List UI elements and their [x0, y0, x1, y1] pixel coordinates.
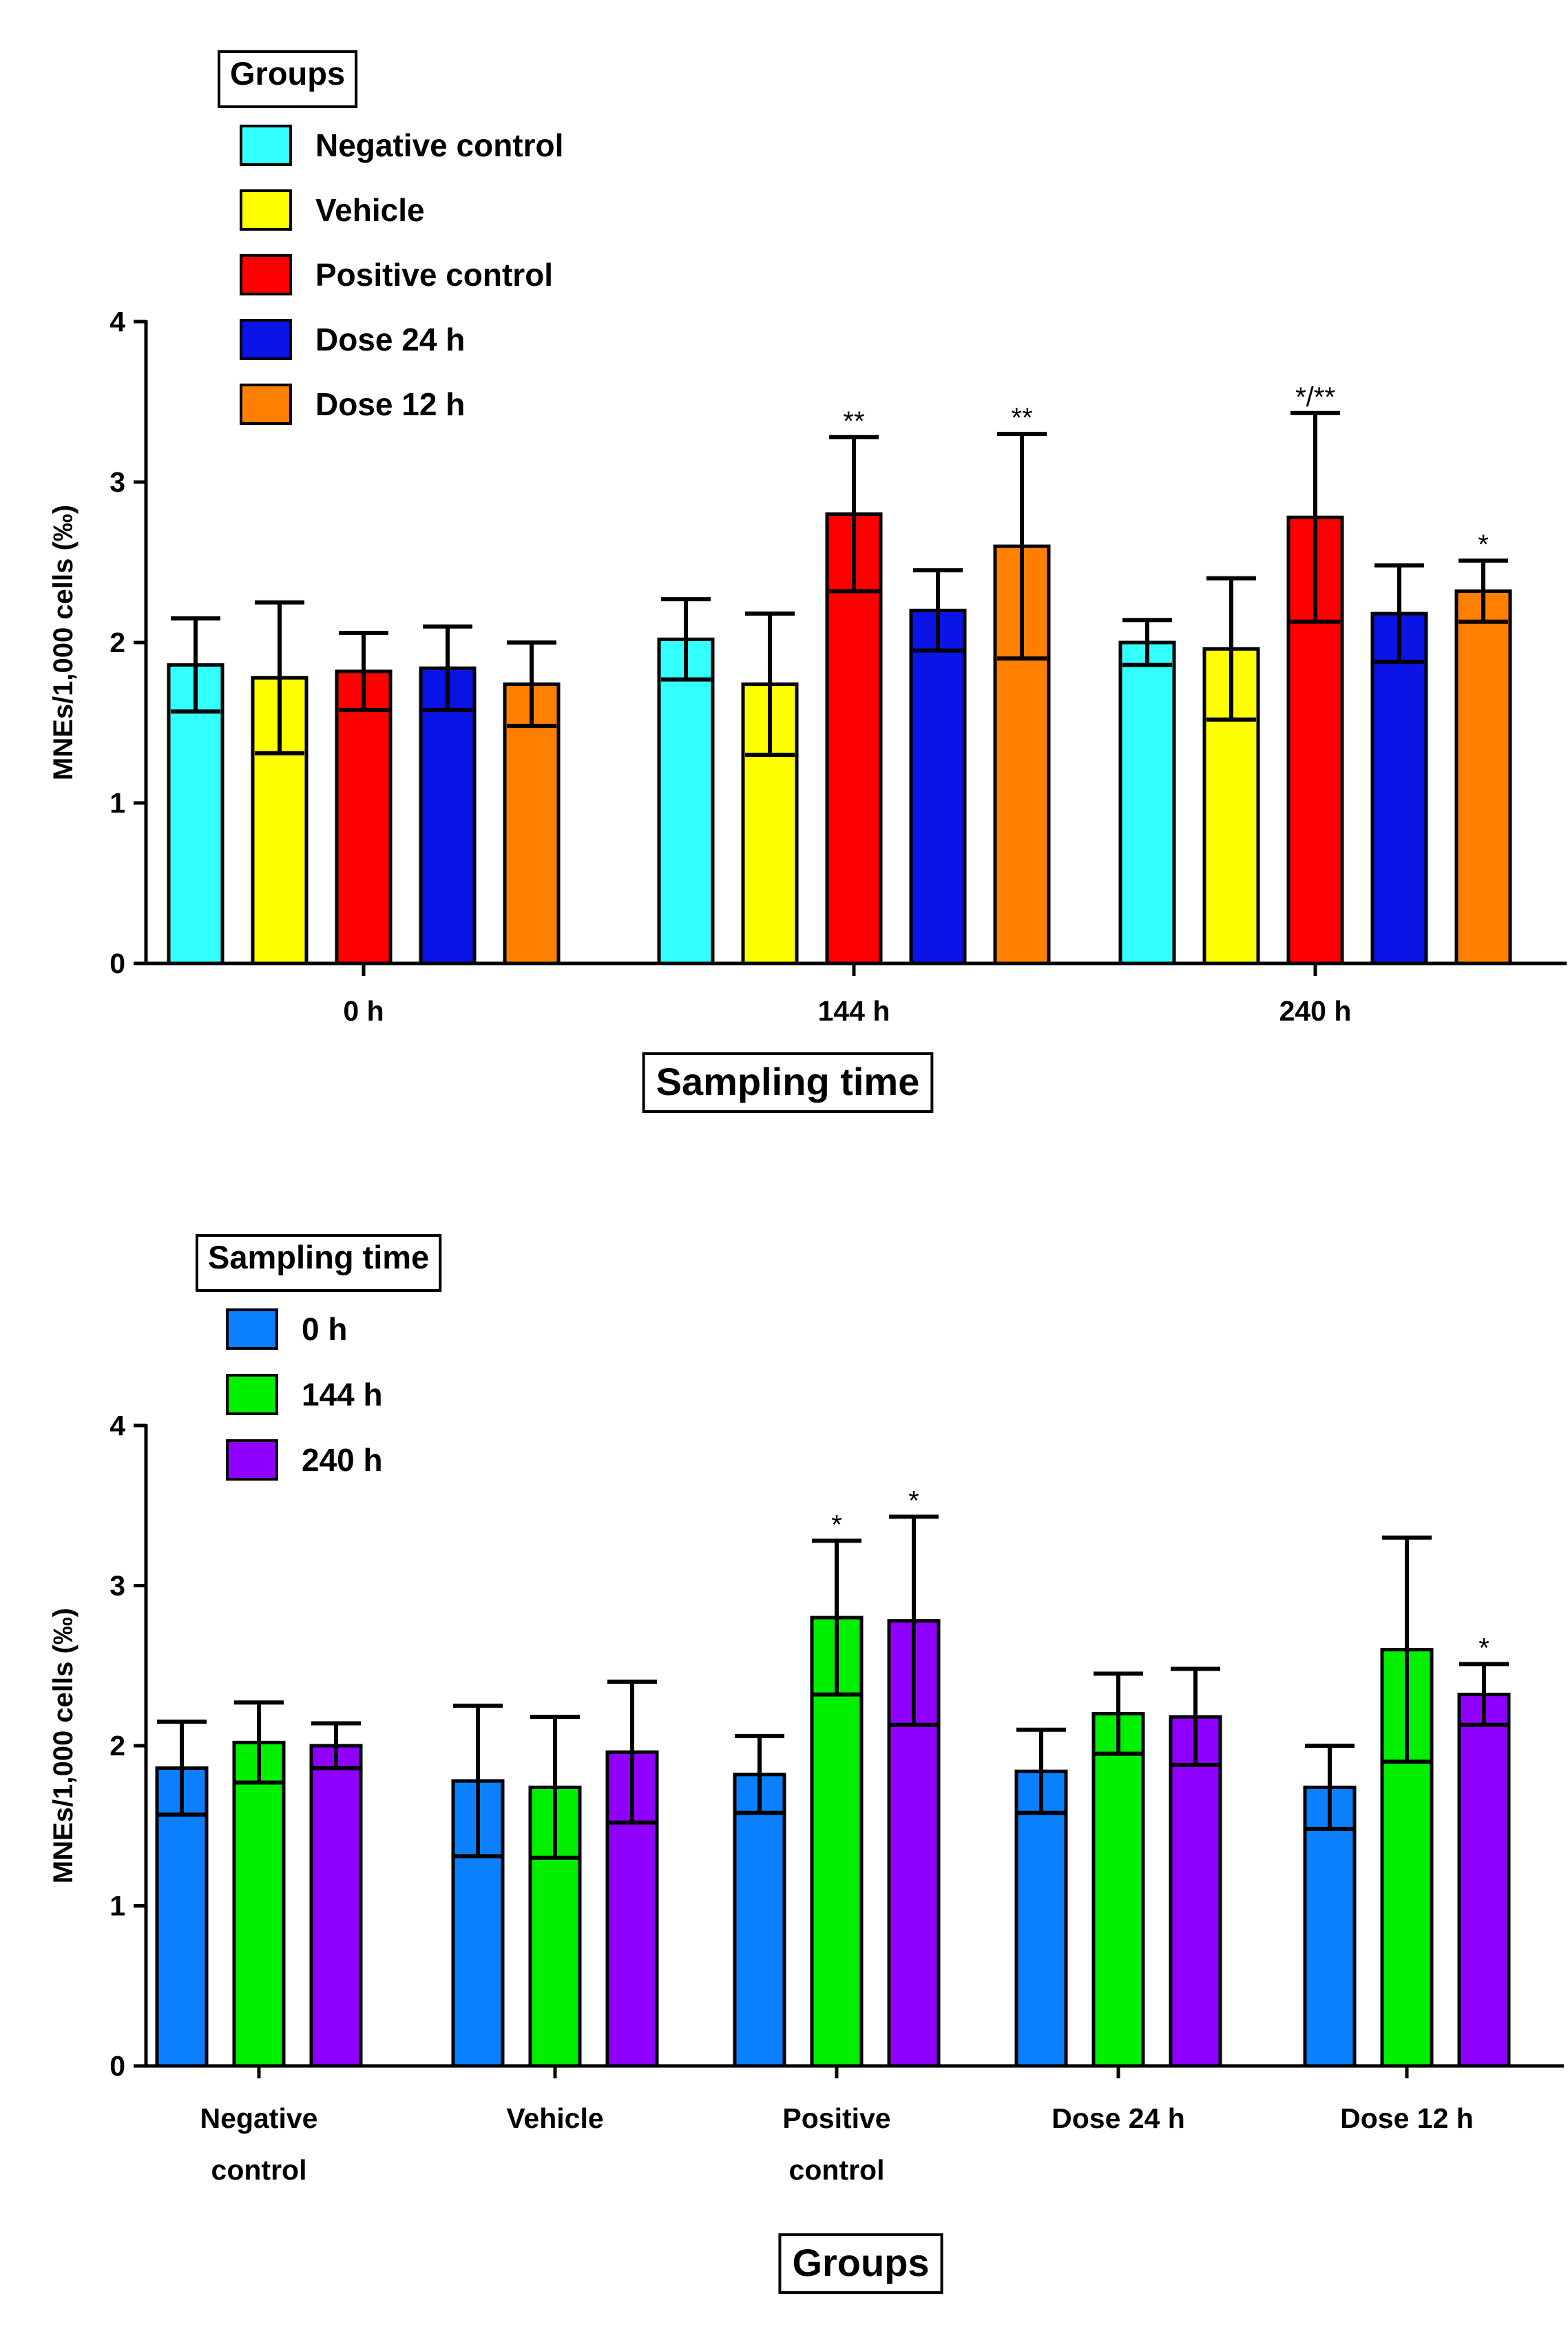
bar [1014, 1769, 1068, 2068]
chart-bottom: 0 1 2 3 4 MNEs/1,000 cells (‰) Negative control… [48, 1234, 1564, 2295]
x-tick-label: Dose 12 h [1340, 2102, 1474, 2134]
bar [1118, 640, 1176, 965]
y-tick-label: 3 [109, 1570, 125, 1602]
y-tick-label: 4 [109, 1410, 125, 1441]
legend: Sampling time 0 h 144 h 240 h [196, 1234, 442, 1481]
significance-label: */** [1295, 382, 1335, 412]
bar [1454, 589, 1512, 965]
legend-label: Positive control [315, 257, 553, 293]
legend-swatch [240, 319, 292, 360]
x-axis-title-text: Groups [792, 2241, 929, 2284]
legend-label: Dose 24 h [315, 322, 465, 357]
legend-title-box [218, 50, 358, 108]
significance-label: * [831, 1510, 842, 1540]
bar [1091, 1712, 1145, 2068]
legend-label: 144 h [302, 1377, 383, 1412]
legend-label: 0 h [302, 1311, 347, 1347]
x-axis-title-box [778, 2233, 943, 2295]
significance-label: ** [1011, 403, 1032, 433]
y-tick-label: 0 [109, 2050, 125, 2082]
bar [503, 682, 561, 965]
significance-label: * [1478, 530, 1489, 560]
x-tick-label: Negative control [200, 2102, 318, 2186]
legend-label: 240 h [302, 1442, 383, 1478]
y-tick-label: 0 [109, 948, 125, 979]
x-tick-label: Positive control [782, 2102, 890, 2186]
bar [733, 1773, 786, 2068]
bar [909, 608, 967, 965]
x-axis-title-text: Sampling time [656, 1060, 920, 1103]
legend-swatch [226, 1439, 278, 1481]
y-tick-label: 1 [109, 1890, 125, 1922]
significance-label: ** [843, 406, 864, 437]
bar [1370, 612, 1428, 965]
x-tick-label: 0 h [343, 995, 384, 1027]
legend-label: Vehicle [315, 192, 425, 228]
legend-title: Sampling time [208, 1239, 429, 1275]
y-tick-label: 4 [109, 306, 125, 337]
y-tick-label: 2 [109, 1730, 125, 1762]
legend: Groups Negative control Vehicle Positive co… [218, 50, 563, 425]
bar [657, 637, 715, 965]
y-tick-label: 3 [109, 466, 125, 498]
y-tick-label: 1 [109, 787, 125, 819]
x-tick-label: 144 h [818, 995, 890, 1027]
legend-swatch [226, 1374, 278, 1415]
x-axis-title-box [642, 1052, 934, 1114]
legend-swatch [240, 189, 292, 231]
significance-label: * [1478, 1633, 1489, 1663]
legend-title-box [196, 1234, 442, 1292]
bar [1457, 1693, 1511, 2068]
legend-swatch [240, 254, 292, 295]
bar [309, 1744, 363, 2068]
x-tick-label: Dose 24 h [1052, 2102, 1185, 2134]
bar [1303, 1785, 1357, 2068]
bar [232, 1740, 286, 2068]
legend-label: Negative control [315, 127, 563, 163]
x-tick-label: Vehicle [506, 2102, 603, 2134]
legend-swatch [240, 125, 292, 166]
y-axis-label: MNEs/1,000 cells (‰) [48, 1608, 79, 1883]
bar [335, 669, 393, 965]
bar [167, 663, 224, 965]
chart-top: 0 1 2 3 4 MNEs/1,000 cells (‰) 0 h 144 h ** ** 240… [48, 50, 1567, 1114]
legend-swatch [226, 1308, 278, 1350]
legend-swatch [240, 384, 292, 425]
bar [1169, 1715, 1222, 2068]
legend-title: Groups [230, 55, 345, 92]
legend-label: Dose 12 h [315, 386, 465, 422]
significance-label: * [908, 1486, 919, 1516]
y-axis-label: MNEs/1,000 cells (‰) [48, 505, 79, 780]
bar [419, 666, 477, 965]
x-tick-label: 240 h [1279, 995, 1352, 1027]
y-tick-label: 2 [109, 627, 125, 658]
